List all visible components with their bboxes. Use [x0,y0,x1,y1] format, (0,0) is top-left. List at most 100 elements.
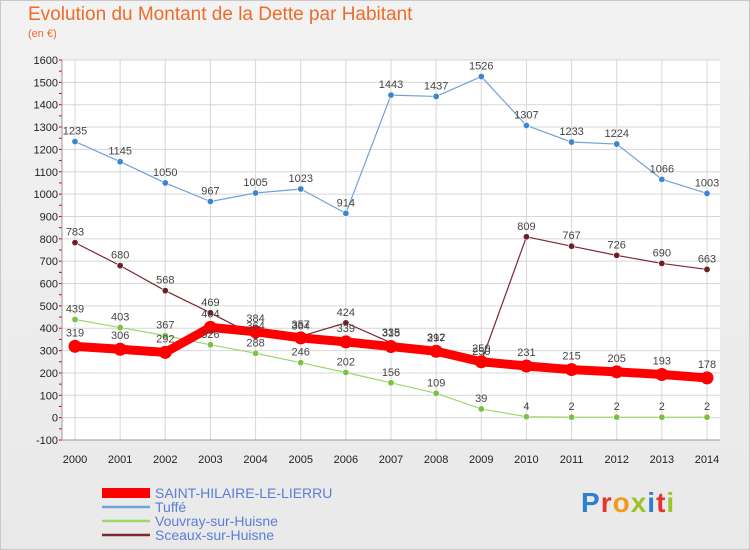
data-point [249,325,263,339]
data-point [294,331,308,345]
y-tick-label: 200 [40,368,58,380]
data-label: 178 [698,359,716,371]
data-point [113,342,127,356]
data-point [116,158,124,166]
y-tick-label: 600 [40,279,58,291]
data-point [703,265,711,273]
data-point [387,379,395,387]
data-point [161,287,169,295]
legend-label: Tuffé [155,499,186,515]
y-tick-label: 300 [40,346,58,358]
data-point [655,368,669,382]
logo-letter: P [581,487,601,518]
y-tick-label: 900 [40,211,58,223]
data-label: 193 [653,356,671,368]
data-point [116,262,124,270]
y-tick-label: 800 [40,234,58,246]
data-point [703,413,711,421]
data-label: 1003 [695,177,719,189]
x-tick-label: 2008 [424,454,448,466]
data-label: 246 [292,347,310,359]
x-tick-label: 2006 [334,454,358,466]
data-point [206,341,214,349]
data-point [703,189,711,197]
data-label: 306 [111,330,129,342]
data-label: 367 [156,320,174,332]
x-tick-label: 2011 [560,454,584,466]
data-label: 357 [292,319,310,331]
data-label: 1307 [514,109,538,121]
data-label: 39 [475,393,487,405]
data-label: 215 [562,351,580,363]
data-label: 384 [246,313,264,325]
data-point [71,239,79,247]
logo-letter: i [647,487,657,518]
data-label: 783 [66,227,84,239]
series-lines [68,73,714,421]
data-label: 1145 [108,146,132,158]
data-point [203,320,217,334]
data-label: 202 [337,356,355,368]
data-label: 1023 [288,173,312,185]
data-label: 156 [382,367,400,379]
data-point [700,371,714,385]
logo-letter: o [612,487,631,518]
data-label: 312 [427,332,445,344]
data-point [613,251,621,259]
data-point [68,339,82,353]
data-point [568,413,576,421]
data-label: 326 [201,329,219,341]
data-label: 319 [66,327,84,339]
data-label: 4 [523,401,529,413]
data-point [610,365,624,379]
data-label: 339 [337,323,355,335]
data-point [565,363,579,377]
data-label: 690 [653,247,671,259]
data-point [71,316,79,324]
y-tick-label: 100 [40,390,58,402]
y-tick-label: 1000 [34,189,58,201]
data-point [161,179,169,187]
data-point [477,405,485,413]
data-point [658,175,666,183]
chart-unit-label: (en €) [28,28,57,40]
data-label: 288 [246,337,264,349]
data-label: 250 [472,346,490,358]
x-tick-label: 2003 [198,454,222,466]
data-point [206,197,214,205]
data-point [71,138,79,146]
data-point [339,335,353,349]
data-label: 1443 [379,79,403,91]
y-tick-label: 400 [40,323,58,335]
data-point [658,259,666,267]
data-label: 680 [111,250,129,262]
data-label: 2 [704,401,710,413]
data-point [522,121,530,129]
data-label: 2 [569,401,575,413]
data-label: 726 [608,239,626,251]
data-label: 231 [517,347,535,359]
logo-letter: x [630,487,648,518]
y-tick-label: 1400 [34,100,58,112]
data-label: 967 [201,185,219,197]
y-tick-label: 1100 [34,167,58,179]
data-label: 1233 [559,126,583,138]
data-label: 297 [427,332,445,344]
data-label: 568 [156,275,174,287]
data-point [432,92,440,100]
data-label: 1526 [469,61,493,73]
logo-letter: t [656,487,667,518]
y-tick-label: 1300 [34,122,58,134]
data-point [342,368,350,376]
data-label: 2 [659,401,665,413]
data-point [252,189,260,197]
data-label: 1437 [424,80,448,92]
data-point [387,91,395,99]
data-label: 809 [517,221,535,233]
x-tick-label: 2009 [469,454,493,466]
data-label: 404 [201,308,219,320]
data-label: 1050 [153,167,177,179]
data-point [429,344,443,358]
data-point [522,233,530,241]
data-label: 1235 [63,126,87,138]
